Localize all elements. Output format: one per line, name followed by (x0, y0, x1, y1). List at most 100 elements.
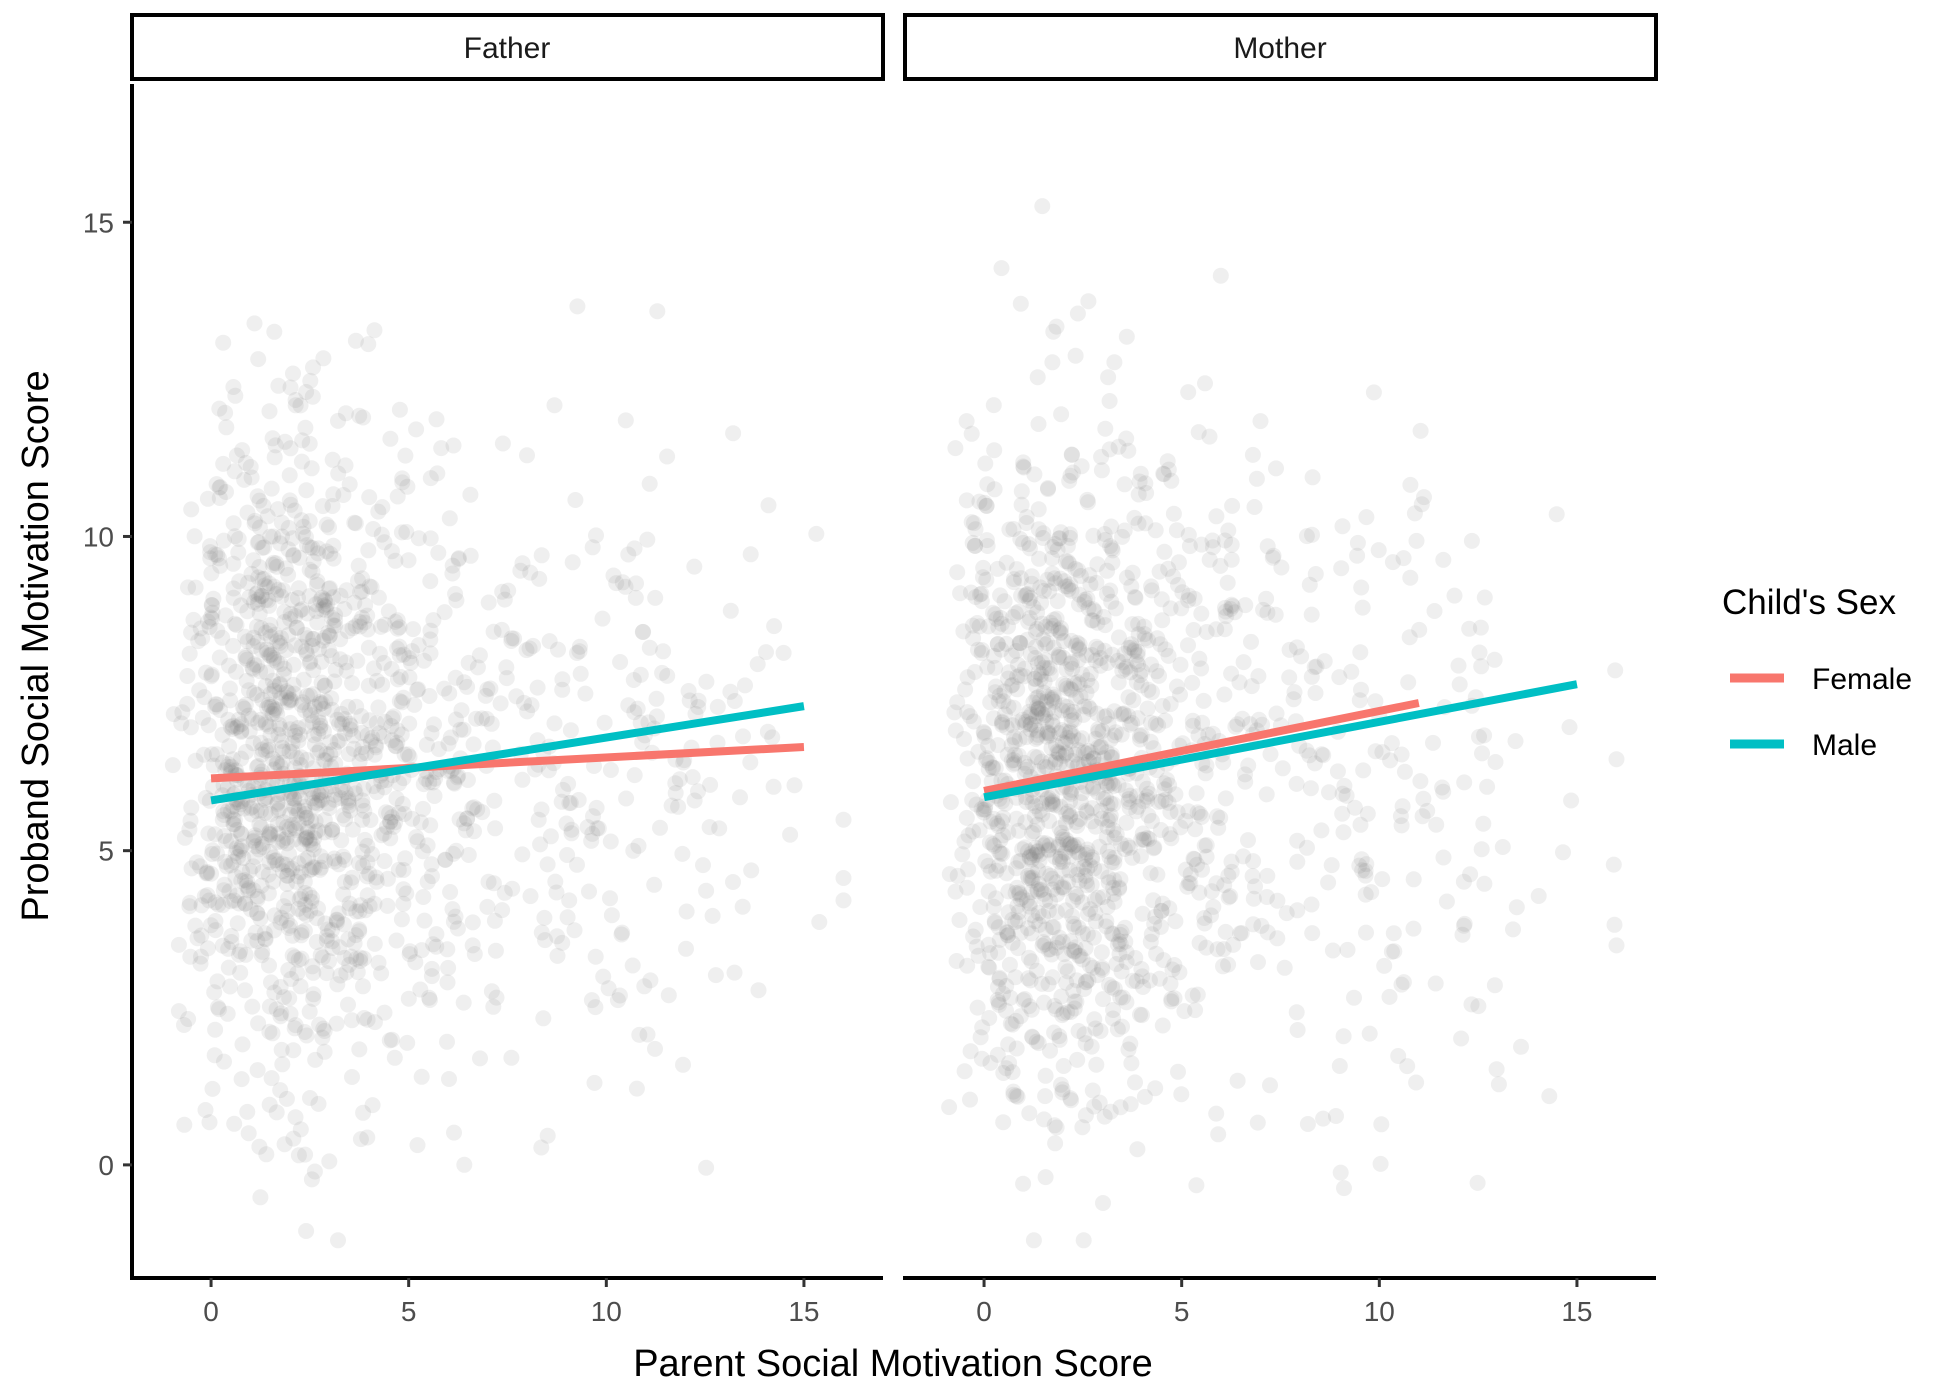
data-point (1186, 851, 1203, 868)
data-point (1058, 814, 1074, 831)
data-point (1120, 639, 1137, 656)
data-point (1075, 1232, 1092, 1249)
data-point (333, 832, 350, 849)
data-point (984, 759, 1001, 776)
data-point (1040, 976, 1057, 993)
data-point (1027, 839, 1044, 856)
data-point (539, 1127, 556, 1144)
data-point (421, 774, 438, 791)
data-point (197, 789, 214, 806)
data-point (270, 726, 287, 743)
data-point (1123, 639, 1139, 656)
data-point (415, 776, 432, 793)
data-point (440, 735, 457, 752)
data-point (428, 926, 445, 943)
data-point (1057, 723, 1074, 740)
data-point (200, 825, 217, 842)
data-point (1006, 755, 1023, 772)
data-point (976, 494, 993, 511)
data-point (1003, 752, 1020, 769)
data-point (991, 969, 1008, 986)
y-tick-label: 15 (83, 207, 114, 238)
data-point (1103, 854, 1120, 870)
data-point (620, 546, 637, 563)
data-point (252, 910, 269, 927)
data-point (173, 715, 190, 732)
data-point (1098, 918, 1115, 935)
data-point (1471, 728, 1487, 745)
data-point (355, 1104, 372, 1121)
data-point (1456, 915, 1473, 932)
regression-line-male-father (210, 702, 805, 805)
data-point (1109, 936, 1126, 953)
data-point (1029, 655, 1046, 672)
data-point (1031, 803, 1048, 820)
data-point (1039, 635, 1056, 652)
data-point (512, 562, 529, 579)
data-point (218, 858, 235, 875)
data-point (310, 725, 327, 742)
data-point (1490, 1076, 1507, 1093)
data-point (1061, 808, 1078, 825)
data-point (1301, 576, 1318, 593)
data-point (342, 721, 359, 738)
data-point (265, 873, 282, 890)
data-point (1085, 612, 1101, 629)
data-point (1023, 845, 1040, 862)
data-point (1248, 470, 1265, 487)
data-point (1351, 692, 1368, 709)
data-point (323, 690, 340, 707)
data-point (309, 795, 326, 812)
data-point (333, 790, 349, 807)
data-point (1053, 620, 1069, 637)
data-point (1111, 946, 1128, 963)
data-point (1021, 709, 1038, 726)
data-point (483, 983, 500, 1000)
data-point (269, 815, 286, 832)
data-point (356, 614, 373, 631)
data-point (1196, 837, 1213, 854)
data-point (1427, 975, 1444, 992)
data-point (1161, 900, 1178, 917)
data-point (329, 711, 346, 728)
data-point (1008, 860, 1025, 877)
data-point (1513, 1038, 1529, 1055)
data-point (388, 932, 405, 949)
data-point (1057, 578, 1074, 595)
data-point (305, 784, 322, 801)
data-point (1108, 826, 1125, 843)
data-point (977, 455, 994, 472)
data-point (690, 692, 707, 709)
data-point (346, 780, 363, 797)
data-point (350, 557, 367, 574)
data-point (1365, 384, 1382, 401)
data-point (311, 787, 328, 804)
data-point (359, 1129, 376, 1146)
data-point (1003, 677, 1020, 694)
data-point (298, 646, 315, 662)
data-point (1095, 991, 1111, 1008)
data-point (965, 630, 982, 647)
data-point (321, 628, 338, 644)
data-point (1089, 967, 1106, 984)
data-point (1030, 726, 1047, 743)
data-point (183, 799, 200, 816)
data-point (1160, 794, 1177, 811)
data-point (394, 470, 411, 487)
data-point (1044, 793, 1061, 810)
data-point (1082, 665, 1099, 682)
data-point (1289, 1022, 1306, 1038)
data-point (988, 862, 1005, 879)
data-point (281, 821, 298, 838)
data-point (187, 752, 204, 769)
data-point (307, 813, 324, 830)
data-point (291, 549, 308, 566)
data-point (1024, 907, 1041, 924)
data-point (299, 630, 316, 647)
data-point (1077, 940, 1094, 957)
data-point (360, 677, 377, 694)
data-point (328, 912, 345, 929)
data-point (1114, 1018, 1130, 1035)
data-point (305, 662, 322, 679)
data-point (1024, 1029, 1041, 1046)
